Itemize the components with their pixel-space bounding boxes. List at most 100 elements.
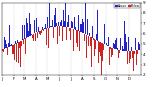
Bar (54, 15, 55, 27)
Bar (38, 27, 39, 31)
Bar (139, 50, 140, 51)
Bar (39, 31, 40, 34)
Bar (23, 39, 24, 44)
Bar (82, 19, 83, 33)
Bar (32, 29, 33, 34)
Bar (79, 31, 80, 51)
Bar (49, 3, 50, 28)
Bar (84, 34, 85, 41)
Bar (64, 21, 65, 27)
Bar (5, 40, 6, 48)
Bar (74, 17, 75, 29)
Bar (18, 42, 19, 63)
Bar (4, 37, 5, 49)
Bar (30, 24, 31, 36)
Bar (8, 43, 9, 47)
Bar (115, 40, 116, 49)
Bar (60, 22, 61, 26)
Bar (69, 28, 70, 31)
Bar (96, 34, 97, 40)
Bar (33, 34, 34, 41)
Bar (21, 40, 22, 50)
Bar (125, 34, 126, 51)
Bar (128, 37, 129, 51)
Bar (126, 42, 127, 51)
Bar (51, 27, 52, 50)
Bar (131, 48, 132, 51)
Bar (100, 42, 101, 56)
Bar (113, 43, 114, 48)
Bar (132, 51, 133, 58)
Bar (58, 22, 59, 26)
Bar (71, 21, 72, 28)
Bar (88, 36, 89, 46)
Bar (76, 28, 77, 30)
Bar (61, 20, 62, 26)
Bar (127, 51, 128, 64)
Bar (41, 30, 42, 33)
Bar (97, 10, 98, 41)
Bar (35, 33, 36, 41)
Bar (70, 28, 71, 40)
Bar (53, 27, 54, 38)
Bar (19, 42, 20, 48)
Bar (110, 47, 111, 49)
Bar (66, 27, 67, 40)
Bar (93, 38, 94, 40)
Bar (87, 19, 88, 35)
Bar (94, 39, 95, 56)
Bar (130, 51, 131, 59)
Bar (95, 39, 96, 46)
Bar (108, 37, 109, 46)
Bar (16, 43, 17, 62)
Bar (20, 41, 21, 66)
Bar (42, 27, 43, 30)
Bar (13, 45, 14, 54)
Bar (136, 50, 137, 65)
Bar (26, 18, 27, 38)
Bar (24, 39, 25, 46)
Bar (11, 44, 12, 46)
Bar (98, 41, 99, 63)
Bar (63, 10, 64, 27)
Bar (44, 28, 45, 29)
Bar (89, 33, 90, 36)
Bar (80, 24, 81, 32)
Bar (14, 44, 15, 60)
Bar (67, 22, 68, 27)
Bar (56, 23, 57, 26)
Bar (31, 34, 32, 35)
Bar (85, 3, 86, 34)
Bar (17, 40, 18, 43)
Bar (114, 44, 115, 49)
Bar (65, 27, 66, 30)
Bar (78, 15, 79, 31)
Bar (7, 48, 8, 72)
Bar (50, 26, 51, 27)
Bar (83, 22, 84, 33)
Bar (92, 26, 93, 38)
Bar (62, 26, 63, 41)
Bar (46, 28, 47, 45)
Bar (2, 49, 3, 51)
Bar (103, 44, 104, 50)
Legend: Above, Below: Above, Below (114, 3, 140, 8)
Bar (99, 42, 100, 52)
Bar (75, 27, 76, 30)
Bar (129, 51, 130, 63)
Bar (124, 21, 125, 51)
Bar (37, 32, 38, 37)
Bar (102, 43, 103, 61)
Bar (40, 31, 41, 35)
Bar (15, 44, 16, 62)
Bar (55, 8, 56, 27)
Bar (134, 51, 135, 54)
Bar (117, 48, 118, 50)
Bar (10, 45, 11, 46)
Bar (34, 20, 35, 33)
Bar (72, 22, 73, 28)
Bar (135, 38, 136, 50)
Bar (28, 31, 29, 37)
Bar (116, 39, 117, 49)
Bar (112, 48, 113, 57)
